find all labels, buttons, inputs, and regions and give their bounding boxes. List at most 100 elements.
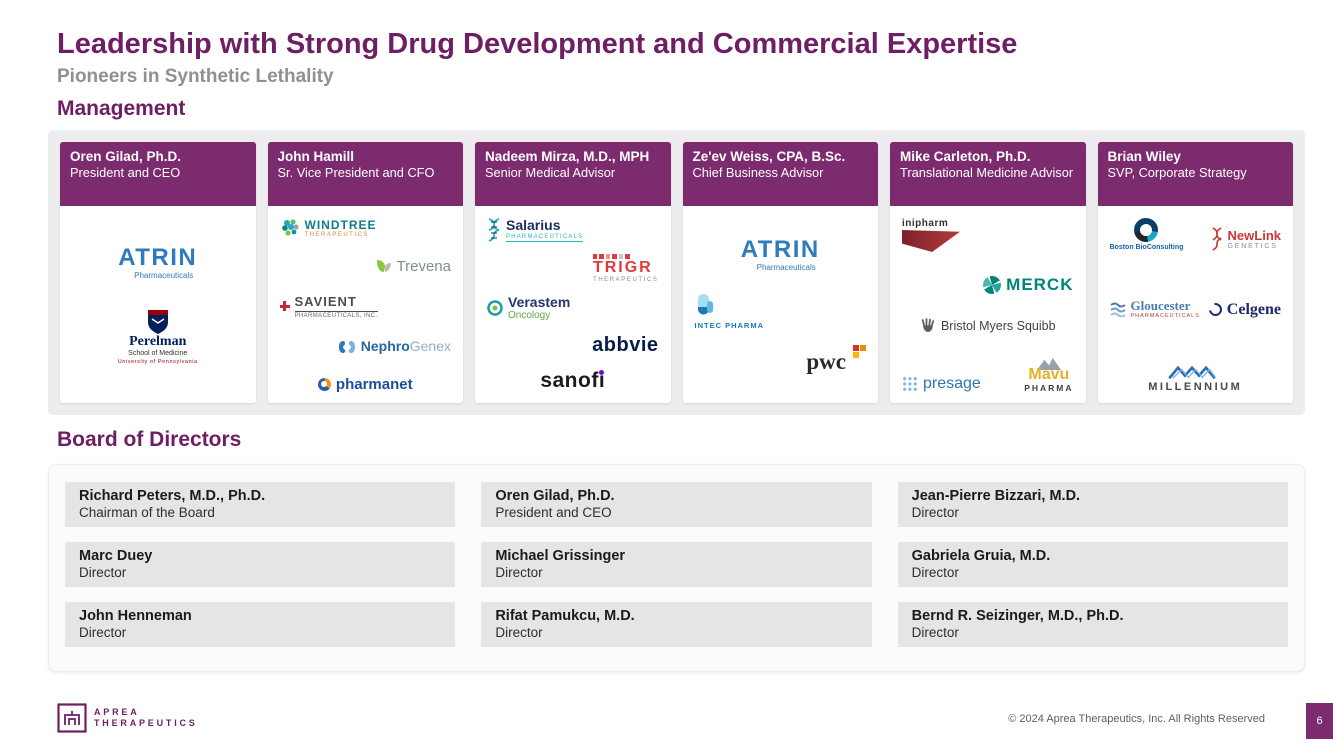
pwc-logo: pwc — [806, 344, 866, 374]
management-card-john-hamill: John Hamill Sr. Vice President and CFO W… — [267, 142, 464, 403]
abbvie-logo: abbvie — [592, 334, 658, 357]
board-member-title: Chairman of the Board — [79, 505, 215, 521]
pharmanet-wordmark: pharmanet — [335, 375, 413, 393]
windtree-wordmark: WINDTREE — [304, 217, 377, 232]
pharmanet-circle-icon — [317, 377, 331, 391]
gloucester-waves-icon — [1109, 302, 1126, 317]
board-member-name: Michael Grissinger — [495, 548, 626, 564]
board-member-name: John Henneman — [79, 608, 192, 624]
person-title: SVP, Corporate Strategy — [1107, 165, 1247, 181]
windtree-therapeutics-logo: WINDTREE THERAPEUTICS — [280, 218, 377, 238]
atrin-wordmark: ATRIN — [118, 243, 198, 271]
board-member: John Henneman Director — [65, 602, 456, 647]
windtree-tree-icon — [281, 219, 299, 236]
management-card-header: Brian Wiley SVP, Corporate Strategy — [1097, 142, 1293, 206]
sanofi-logo: sanofi — [540, 369, 605, 393]
card-logo-area: ATRIN Pharmaceuticals INTEC PHARMA pwc — [683, 206, 879, 403]
trigr-therapeutics-logo: TRIGR THERAPEUTICS — [592, 254, 659, 283]
savient-wordmark: SAVIENT — [294, 294, 378, 312]
mavu-pharma-logo: Mavu PHARMA — [1024, 357, 1073, 393]
boston-bioconsulting-logo: Boston BioConsulting — [1109, 218, 1184, 251]
celgene-logo: Celgene — [1206, 300, 1281, 319]
verastem-wordmark: Verastem — [508, 294, 571, 311]
boston-wordmark: Boston BioConsulting — [1109, 244, 1184, 251]
salarius-pharmaceuticals-logo: Salarius PHARMACEUTICALS — [487, 218, 584, 242]
intec-pharma-logo: INTEC PHARMA — [695, 293, 765, 330]
aprea-brand-line1: APREA — [94, 706, 140, 717]
board-member-title: Director — [79, 625, 127, 641]
card-logo-area: WINDTREE THERAPEUTICS Trevena SAVIENT — [268, 206, 464, 403]
management-card-oren-gilad: Oren Gilad, Ph.D. President and CEO ATRI… — [60, 142, 256, 403]
board-member: Rifat Pamukcu, M.D. Director — [481, 602, 872, 647]
nephrogenex-wordmark-part1: Nephro — [360, 338, 410, 355]
atrin-subtext: Pharmaceuticals — [134, 270, 194, 280]
atrin-pharmaceuticals-logo: ATRIN Pharmaceuticals — [741, 238, 820, 273]
mavu-wordmark: Mavu — [1028, 365, 1070, 383]
bms-wordmark: Bristol Myers Squibb — [940, 318, 1056, 333]
presage-wordmark: presage — [923, 374, 981, 392]
person-name: Ze'ev Weiss, CPA, B.Sc. — [692, 149, 846, 164]
board-member-title: Director — [495, 565, 543, 581]
gloucester-wordmark: Gloucester — [1130, 297, 1191, 313]
inipharm-wordmark: inipharm — [902, 218, 949, 229]
savient-pharmaceuticals-logo: SAVIENT PHARMACEUTICALS, INC. — [279, 294, 378, 319]
celgene-swoosh-icon — [1206, 300, 1225, 319]
logo-row: Boston BioConsulting NewLink GENETICS — [1109, 218, 1281, 251]
card-logo-area: ATRIN Pharmaceuticals Perelman School of… — [60, 206, 256, 403]
pwc-wordmark: pwc — [806, 348, 846, 374]
gloucester-pharmaceuticals-logo: Gloucester PHARMACEUTICALS — [1109, 297, 1200, 319]
trevena-logo: Trevena — [376, 258, 451, 275]
person-title: Sr. Vice President and CFO — [277, 165, 435, 181]
pharmanet-logo: pharmanet — [317, 375, 413, 393]
board-member: Marc Duey Director — [65, 542, 456, 587]
person-name: Mike Carleton, Ph.D. — [900, 149, 1031, 164]
card-logo-area: inipharm MERCK — [890, 206, 1086, 403]
aprea-brand-line2: THERAPEUTICS — [94, 718, 198, 728]
verastem-oncology-logo: Verastem Oncology — [487, 295, 570, 321]
perelman-line3: University of Pennsylvania — [117, 359, 198, 366]
trevena-leaf-icon — [376, 260, 391, 273]
logo-row: Gloucester PHARMACEUTICALS Celgene — [1109, 297, 1281, 319]
presage-logo: presage — [902, 375, 981, 393]
slide-subtitle: Pioneers in Synthetic Lethality — [57, 66, 334, 87]
mavu-subtext: PHARMA — [1024, 382, 1074, 393]
board-panel: Richard Peters, M.D., Ph.D. Chairman of … — [48, 464, 1305, 672]
nephrogenex-wordmark-part2: Genex — [409, 338, 451, 355]
perelman-line2: School of Medicine — [128, 350, 188, 358]
management-card-header: Mike Carleton, Ph.D. Translational Medic… — [890, 142, 1086, 206]
board-member-name: Rifat Pamukcu, M.D. — [495, 608, 635, 624]
windtree-subtext: THERAPEUTICS — [304, 231, 369, 238]
board-member: Bernd R. Seizinger, M.D., Ph.D. Director — [897, 602, 1288, 647]
board-member: Jean-Pierre Bizzari, M.D. Director — [897, 482, 1288, 527]
trigr-wordmark: TRIGR — [592, 258, 653, 276]
board-member-name: Oren Gilad, Ph.D. — [495, 488, 615, 504]
perelman-school-of-medicine-logo: Perelman School of Medicine University o… — [118, 308, 198, 365]
board-member-name: Bernd R. Seizinger, M.D., Ph.D. — [911, 608, 1124, 624]
gloucester-subtext: PHARMACEUTICALS — [1130, 312, 1200, 319]
management-card-brian-wiley: Brian Wiley SVP, Corporate Strategy Bost… — [1097, 142, 1294, 403]
logo-row: presage Mavu PHARMA — [902, 357, 1074, 393]
bristol-myers-squibb-logo: Bristol Myers Squibb — [920, 317, 1056, 334]
person-title: President and CEO — [70, 165, 181, 181]
page-number: 6 — [1306, 703, 1333, 739]
abbvie-wordmark: abbvie — [592, 333, 659, 356]
newlink-genetics-logo: NewLink GENETICS — [1211, 227, 1281, 251]
inipharm-logo: inipharm — [902, 218, 960, 252]
management-heading: Management — [57, 97, 186, 120]
person-name: Oren Gilad, Ph.D. — [70, 149, 182, 164]
page-title: Leadership with Strong Drug Development … — [57, 28, 1018, 60]
nephrogenex-kidney-icon — [338, 341, 355, 354]
intec-wordmark: INTEC PHARMA — [694, 320, 764, 330]
savient-subtext: PHARMACEUTICALS, INC. — [294, 312, 378, 319]
verastem-circle-icon — [487, 300, 503, 316]
person-title: Senior Medical Advisor — [485, 165, 616, 181]
board-member-title: Director — [911, 625, 959, 641]
pwc-squares-icon — [853, 344, 866, 358]
mavu-mountain-icon — [1036, 357, 1061, 370]
salarius-dna-icon — [488, 218, 500, 242]
card-logo-area: Boston BioConsulting NewLink GENETICS — [1098, 206, 1294, 403]
board-member: Gabriela Gruia, M.D. Director — [897, 542, 1288, 587]
management-panel: Oren Gilad, Ph.D. President and CEO ATRI… — [48, 130, 1305, 415]
savient-cross-icon — [279, 301, 290, 312]
